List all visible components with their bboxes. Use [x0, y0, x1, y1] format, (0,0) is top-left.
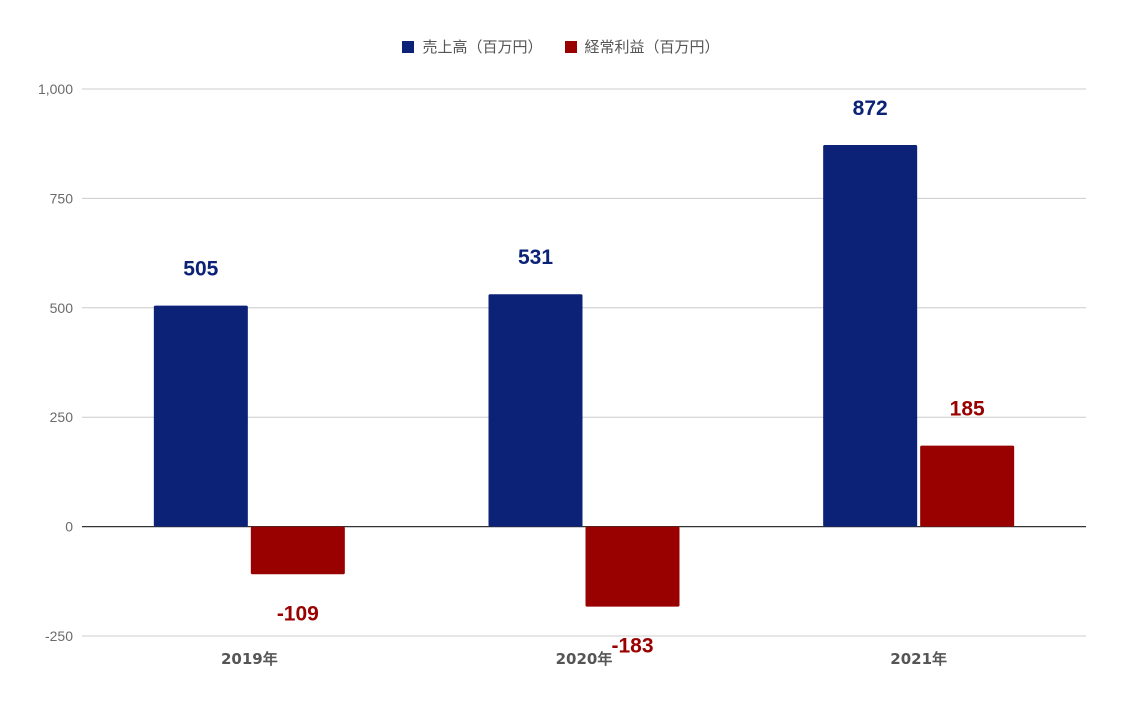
bar-sales	[488, 294, 583, 527]
x-tick-label: 2019年	[221, 650, 278, 668]
bar-ordinary-profit	[585, 526, 680, 607]
legend-item-sales[interactable]: 売上高（百万円）	[402, 36, 543, 57]
y-tick-label: 1,000	[38, 81, 73, 97]
data-label: 185	[950, 398, 985, 421]
x-tick-label: 2020年	[556, 650, 613, 668]
data-label: 505	[183, 258, 218, 281]
data-label: 872	[853, 97, 888, 120]
x-tick-label: 2021年	[890, 650, 947, 668]
legend-item-ordinary-profit[interactable]: 経常利益（百万円）	[564, 36, 720, 57]
bar-ordinary-profit	[920, 445, 1015, 527]
legend-label-sales: 売上高（百万円）	[422, 38, 543, 56]
data-label: 531	[518, 246, 553, 269]
bar-ordinary-profit	[250, 526, 345, 575]
y-tick-label: -250	[45, 628, 73, 644]
data-label: -183	[611, 635, 653, 658]
y-tick-label: 0	[65, 519, 73, 535]
legend: 売上高（百万円） 経常利益（百万円）	[0, 36, 1122, 57]
bar-sales	[153, 305, 248, 527]
legend-label-ordinary-profit: 経常利益（百万円）	[584, 38, 720, 56]
bar-sales	[823, 145, 918, 527]
y-tick-label: 750	[50, 190, 74, 206]
y-tick-label: 250	[50, 409, 74, 425]
legend-swatch-sales	[402, 40, 415, 53]
data-label: -109	[277, 602, 319, 625]
y-tick-label: 500	[50, 300, 74, 316]
legend-swatch-ordinary-profit	[564, 40, 577, 53]
